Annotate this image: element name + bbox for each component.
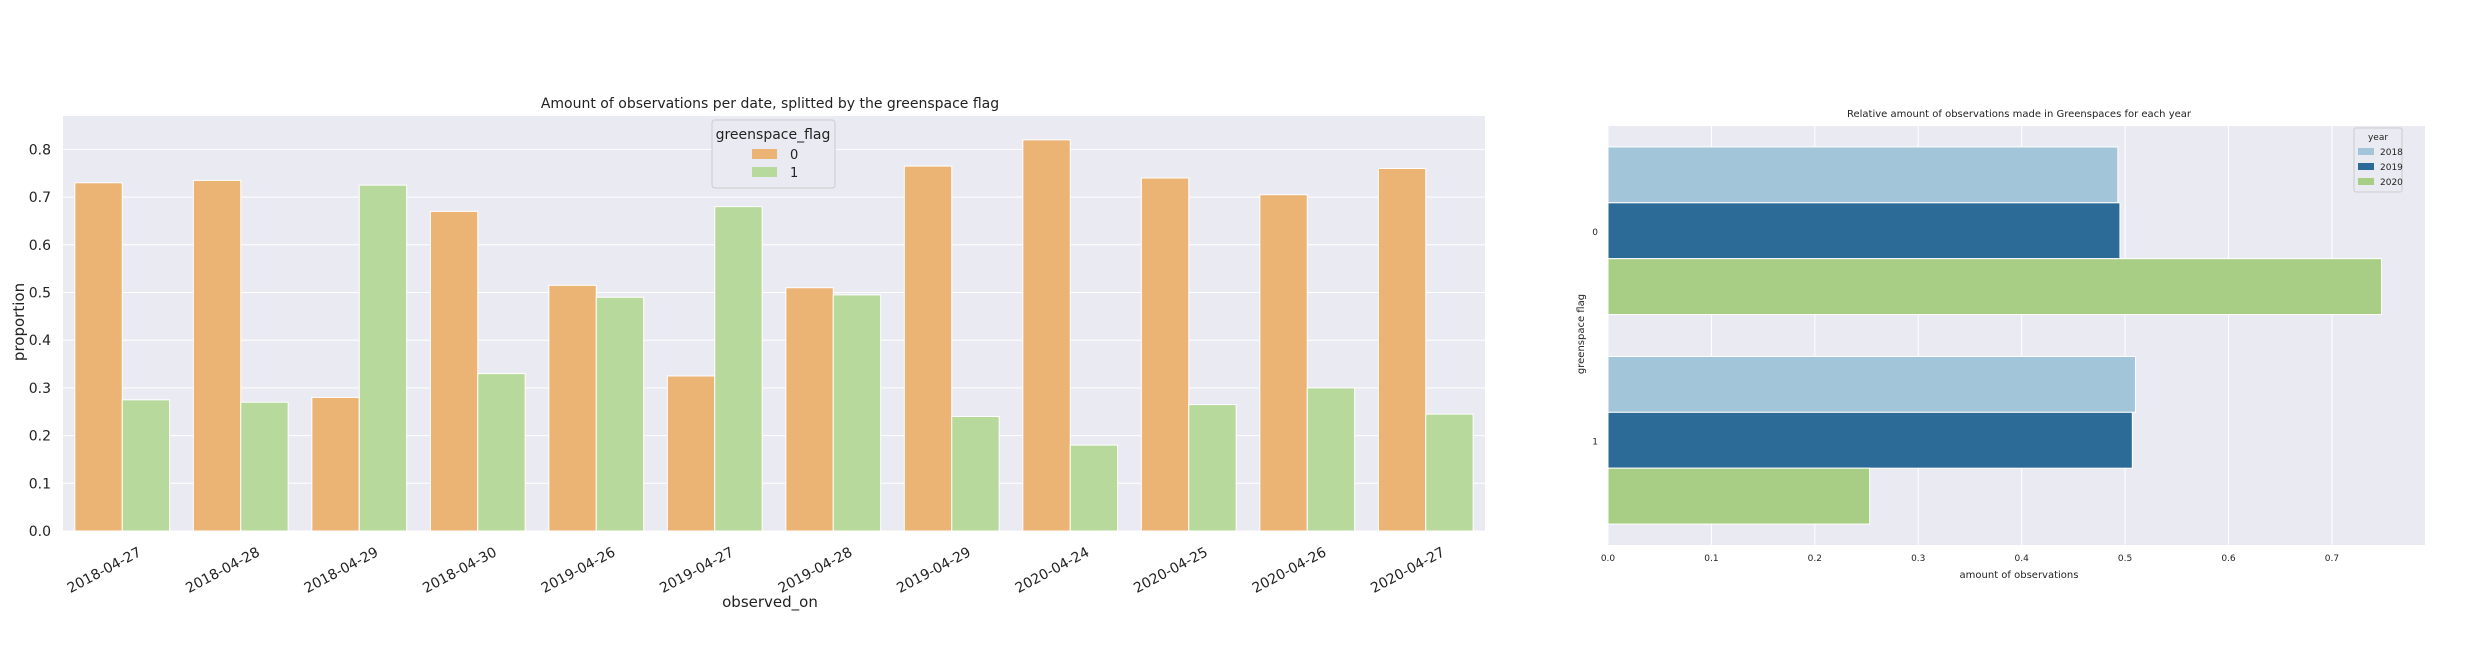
left-x-tick-label: 2018-04-29 (302, 544, 381, 596)
left-legend-swatch-0 (752, 149, 777, 159)
left-bar-2019-04-28-flag-0 (785, 287, 834, 532)
right-y-axis-label: greenspace flag (1576, 294, 1587, 374)
left-y-tick-label: 0.6 (29, 238, 51, 254)
left-bar-2019-04-29-flag-1 (951, 416, 1000, 532)
left-x-tick-label: 2018-04-28 (183, 544, 262, 596)
left-bar-2020-04-26-flag-1 (1306, 387, 1356, 532)
left-x-tick-label: 2019-04-27 (657, 544, 736, 596)
right-bar-flag-0-year-2019 (1607, 202, 2121, 260)
right-x-tick-labels: 0.0 0.1 0.2 0.3 0.4 0.5 0.6 0.7 (1601, 554, 2339, 564)
left-bar-2018-04-27-flag-1 (121, 399, 171, 532)
left-bar-2019-04-26-flag-1 (595, 296, 645, 532)
right-x-tick-label: 0.5 (2118, 554, 2132, 564)
right-bar-flag-1-year-2020 (1607, 467, 1871, 525)
left-bar-2020-04-26-flag-0 (1259, 194, 1308, 532)
left-legend: greenspace_flag 0 1 (711, 119, 836, 189)
left-x-tick-label: 2019-04-26 (539, 544, 618, 596)
left-y-tick-label: 0.1 (29, 476, 51, 492)
right-bar-flag-1-year-2018 (1607, 355, 2136, 413)
left-bar-2019-04-27-flag-1 (714, 206, 763, 532)
right-legend-label-2: 2020 (2380, 178, 2403, 188)
left-bar-2018-04-30-flag-1 (477, 373, 526, 532)
left-y-tick-labels: 0.0 0.1 0.2 0.3 0.4 0.5 0.6 0.7 0.8 (29, 142, 51, 540)
right-legend-label-0: 2018 (2380, 148, 2403, 158)
left-chart-title: Amount of observations per date, splitte… (541, 96, 999, 112)
right-legend-swatch-1 (2358, 163, 2374, 170)
left-x-tick-label: 2020-04-24 (1013, 544, 1092, 596)
right-y-tick-label: 0 (1592, 228, 1598, 238)
left-bar-2020-04-25-flag-1 (1188, 404, 1237, 532)
right-x-axis-label: amount of observations (1960, 570, 2079, 581)
left-x-tick-label: 2020-04-25 (1131, 544, 1210, 596)
left-x-tick-label: 2020-04-27 (1368, 544, 1447, 596)
right-bar-flag-0-year-2020 (1607, 258, 2383, 316)
right-legend-swatch-0 (2358, 148, 2374, 155)
left-x-tick-label: 2019-04-29 (894, 544, 973, 596)
left-legend-label-1: 1 (790, 166, 798, 181)
left-x-tick-label: 2018-04-27 (65, 544, 144, 596)
right-x-tick-label: 0.1 (1704, 554, 1718, 564)
left-x-tick-label: 2020-04-26 (1250, 544, 1329, 596)
right-legend-box (2353, 127, 2403, 193)
left-y-tick-label: 0.5 (29, 285, 51, 301)
right-bars (1607, 146, 2383, 525)
right-bar-flag-1-year-2019 (1607, 411, 2133, 469)
left-x-tick-label: 2018-04-30 (420, 544, 499, 596)
left-bar-2019-04-27-flag-0 (666, 375, 716, 532)
left-x-axis-label: observed_on (722, 593, 818, 612)
left-x-tick-labels: 2018-04-27 2018-04-28 2018-04-29 2018-04-30… (65, 544, 1448, 596)
left-bar-2020-04-25-flag-0 (1140, 177, 1190, 532)
left-bar-2018-04-30-flag-0 (429, 210, 479, 532)
left-y-tick-label: 0.2 (29, 429, 51, 445)
left-y-axis-label: proportion (10, 283, 28, 361)
left-y-tick-label: 0.7 (29, 190, 51, 206)
left-legend-title: greenspace_flag (716, 127, 831, 143)
greenspace-by-year-chart: Relative amount of observations made in … (1576, 109, 2425, 581)
left-bar-2019-04-28-flag-1 (832, 294, 882, 532)
left-bar-2020-04-24-flag-0 (1022, 139, 1071, 532)
left-bar-2018-04-27-flag-0 (74, 182, 123, 532)
left-y-tick-label: 0.4 (29, 333, 51, 349)
right-y-tick-label: 1 (1592, 437, 1598, 447)
left-legend-swatch-1 (752, 167, 777, 177)
right-legend-label-1: 2019 (2380, 163, 2403, 173)
right-x-tick-label: 0.0 (1601, 554, 1616, 564)
left-bar-2020-04-27-flag-0 (1377, 167, 1427, 532)
left-bar-2018-04-28-flag-1 (240, 401, 289, 532)
right-x-tick-label: 0.6 (2221, 554, 2236, 564)
proportion-by-date-chart: Amount of observations per date, splitte… (10, 96, 1485, 612)
left-x-tick-label: 2019-04-28 (776, 544, 855, 596)
left-bar-2018-04-28-flag-0 (192, 179, 242, 532)
left-bar-2018-04-29-flag-0 (311, 396, 360, 532)
left-gridlines (63, 148, 1485, 532)
left-y-tick-label: 0.8 (29, 142, 51, 158)
right-legend-swatch-2 (2358, 178, 2374, 185)
right-x-tick-label: 0.2 (1808, 554, 1822, 564)
left-y-tick-label: 0.0 (29, 524, 51, 540)
left-bar-2020-04-27-flag-1 (1425, 413, 1474, 532)
right-x-tick-label: 0.4 (2015, 554, 2030, 564)
right-x-tick-label: 0.3 (1911, 554, 1925, 564)
left-bar-2019-04-29-flag-0 (903, 165, 953, 532)
right-bar-flag-0-year-2018 (1607, 146, 2119, 204)
right-legend-title: year (2368, 133, 2388, 143)
right-chart-title: Relative amount of observations made in … (1847, 109, 2192, 120)
right-y-tick-labels: 01 (1592, 228, 1598, 448)
left-bar-2018-04-29-flag-1 (358, 184, 408, 532)
right-x-tick-label: 0.7 (2325, 554, 2339, 564)
right-legend: year 2018 2019 2020 (2353, 127, 2403, 193)
left-bar-2020-04-24-flag-1 (1069, 444, 1119, 532)
left-y-tick-label: 0.3 (29, 381, 51, 397)
left-bar-2019-04-26-flag-0 (548, 284, 597, 532)
left-legend-label-0: 0 (790, 148, 798, 163)
left-bars (74, 139, 1474, 532)
